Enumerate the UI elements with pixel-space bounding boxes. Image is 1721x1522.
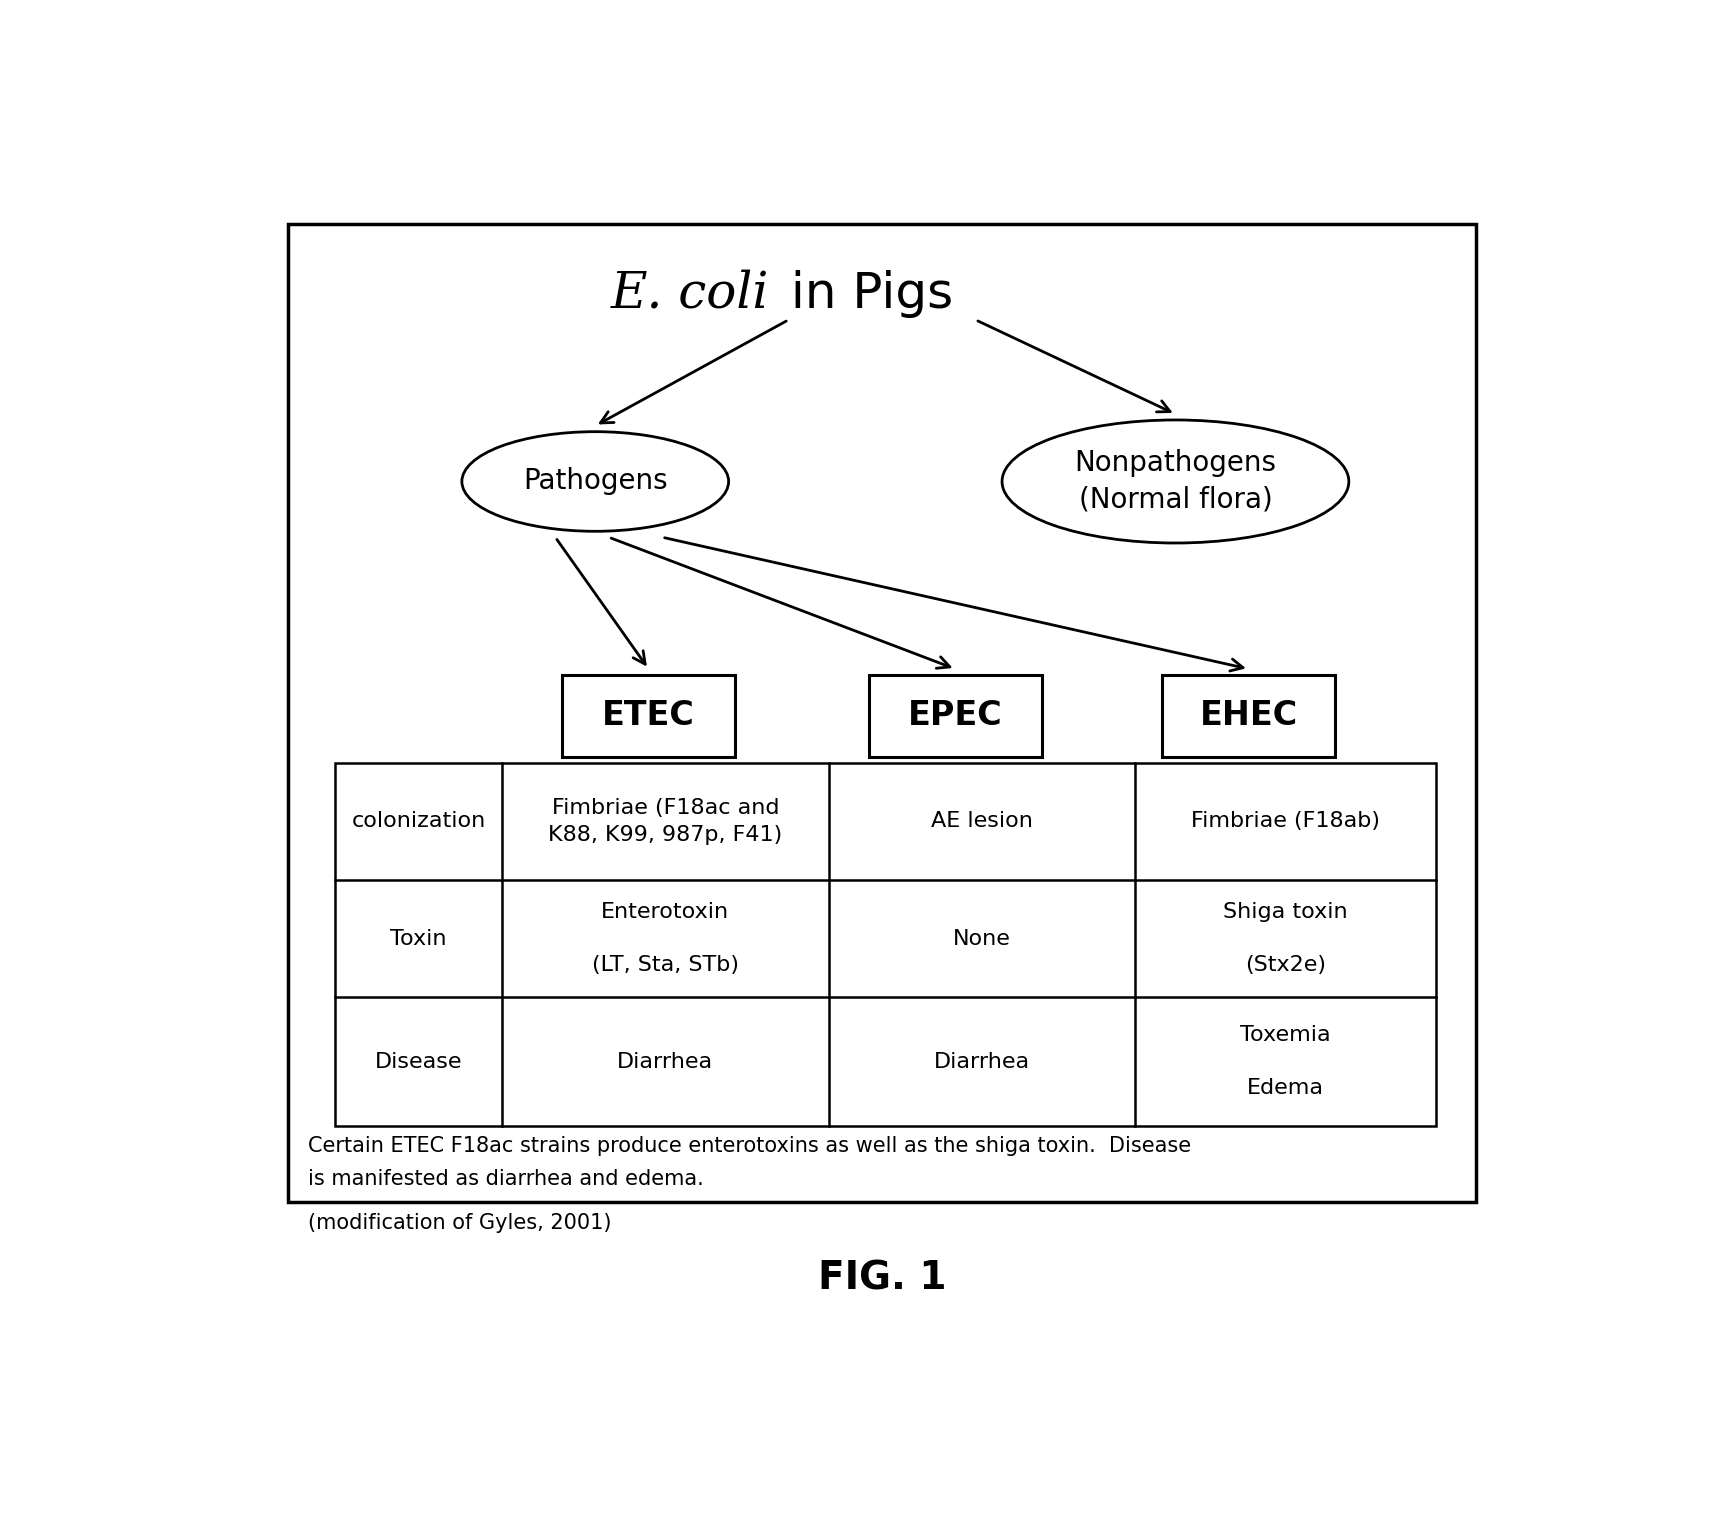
- Bar: [289, 224, 1475, 1202]
- Ellipse shape: [461, 432, 728, 531]
- Text: E. coli: E. coli: [611, 269, 769, 318]
- Text: (modification of Gyles, 2001): (modification of Gyles, 2001): [308, 1213, 613, 1233]
- Text: Diarrhea: Diarrhea: [618, 1052, 712, 1071]
- Text: AE lesion: AE lesion: [931, 811, 1033, 831]
- Bar: [336, 763, 1435, 1126]
- Text: in Pigs: in Pigs: [774, 269, 953, 318]
- Ellipse shape: [1002, 420, 1349, 543]
- Text: None: None: [953, 928, 1010, 948]
- Bar: [869, 674, 1043, 756]
- Text: EPEC: EPEC: [909, 700, 1003, 732]
- Text: Toxemia

Edema: Toxemia Edema: [1241, 1026, 1330, 1097]
- Bar: [1162, 674, 1335, 756]
- Text: Pathogens: Pathogens: [523, 467, 668, 496]
- Text: Disease: Disease: [375, 1052, 463, 1071]
- Text: is manifested as diarrhea and edema.: is manifested as diarrhea and edema.: [308, 1169, 704, 1189]
- Text: Shiga toxin

(Stx2e): Shiga toxin (Stx2e): [1224, 903, 1348, 976]
- Text: Fimbriae (F18ab): Fimbriae (F18ab): [1191, 811, 1380, 831]
- Text: FIG. 1: FIG. 1: [817, 1259, 947, 1297]
- Text: Certain ETEC F18ac strains produce enterotoxins as well as the shiga toxin.  Dis: Certain ETEC F18ac strains produce enter…: [308, 1135, 1191, 1157]
- Text: Enterotoxin

(LT, Sta, STb): Enterotoxin (LT, Sta, STb): [592, 903, 738, 976]
- Bar: [561, 674, 735, 756]
- Text: Diarrhea: Diarrhea: [935, 1052, 1031, 1071]
- Text: Fimbriae (F18ac and
K88, K99, 987p, F41): Fimbriae (F18ac and K88, K99, 987p, F41): [549, 798, 783, 845]
- Text: colonization: colonization: [351, 811, 485, 831]
- Text: ETEC: ETEC: [602, 700, 695, 732]
- Text: Nonpathogens
(Normal flora): Nonpathogens (Normal flora): [1074, 449, 1277, 514]
- Text: Toxin: Toxin: [391, 928, 447, 948]
- Text: EHEC: EHEC: [1200, 700, 1298, 732]
